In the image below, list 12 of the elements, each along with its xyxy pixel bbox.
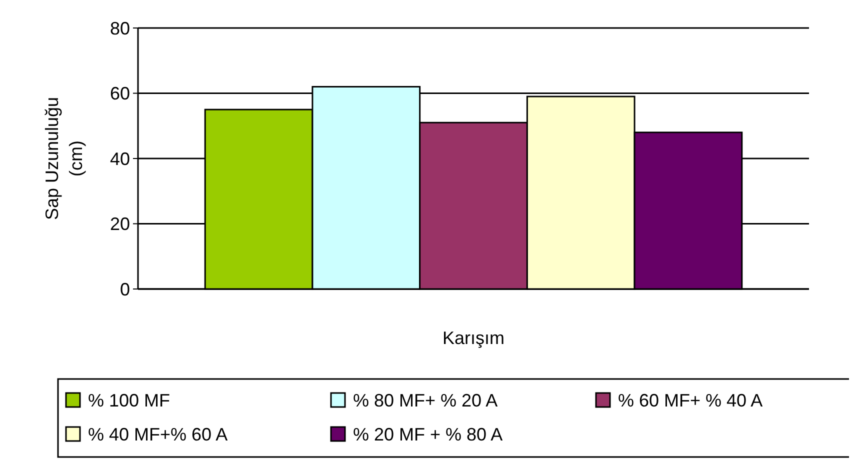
legend-label: % 20 MF + % 80 A (353, 424, 503, 444)
y-tick-label: 60 (110, 84, 130, 104)
y-tick-label: 0 (120, 279, 130, 300)
legend-label: % 80 MF+ % 20 A (353, 390, 498, 410)
y-axis-title: Sap Uzunuluğu (cm) (42, 96, 86, 220)
legend-label: % 100 MF (88, 390, 170, 410)
legend-label: % 40 MF+% 60 A (88, 424, 228, 444)
y-tick-label: 40 (110, 148, 130, 169)
legend-label: % 60 MF+ % 40 A (618, 390, 763, 410)
x-axis-title: Karışım (442, 328, 505, 348)
y-tick-label: 80 (110, 18, 130, 38)
y-tick-label: 20 (110, 214, 130, 234)
